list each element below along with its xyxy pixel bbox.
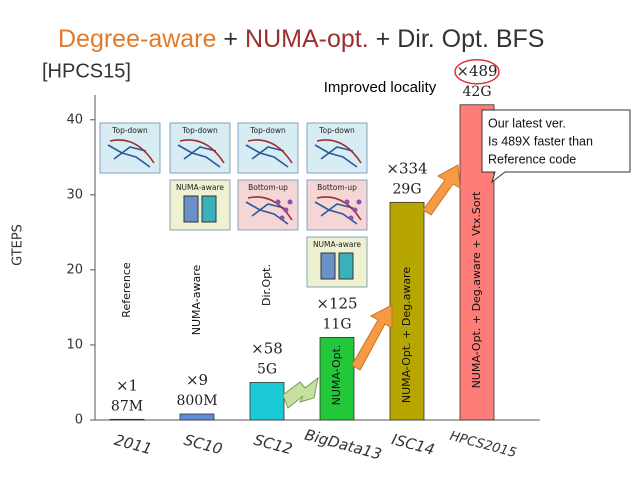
diagram-box bbox=[306, 236, 368, 288]
speedup-label: ×334 bbox=[386, 159, 427, 177]
graph-node bbox=[287, 199, 293, 205]
x-tick-label: HPCS2015 bbox=[448, 429, 518, 461]
speedup-label: ×489 bbox=[456, 62, 497, 80]
graph-arc bbox=[247, 196, 293, 221]
diagram-label: Top-down bbox=[318, 126, 355, 135]
value-label: 800M bbox=[176, 393, 217, 409]
green-arrow bbox=[282, 376, 319, 409]
x-tick-label: SC10 bbox=[182, 431, 224, 459]
callout-text: Reference code bbox=[488, 152, 576, 166]
diagram-box bbox=[169, 122, 231, 174]
title-part: + Dir. Opt. BFS bbox=[376, 25, 545, 53]
numa-node bbox=[320, 252, 336, 280]
bar-label: NUMA-Opt. + Deg.aware + Vtx.Sort bbox=[470, 191, 483, 389]
diagram-label: Top-down bbox=[111, 126, 148, 135]
diagram-label: NUMA-aware bbox=[176, 183, 224, 192]
bar bbox=[319, 337, 355, 421]
x-tick-label: SC12 bbox=[252, 431, 294, 459]
annotation: Improved locality bbox=[324, 79, 437, 96]
y-tick-label: 30 bbox=[66, 187, 83, 202]
graph-node bbox=[352, 207, 358, 213]
graph-arc bbox=[316, 139, 362, 164]
arrows bbox=[282, 164, 461, 409]
y-tick-label: 20 bbox=[66, 262, 83, 277]
diagram-label: Bottom-up bbox=[248, 183, 288, 192]
y-tick-label: 10 bbox=[66, 337, 83, 352]
highlight-circle bbox=[454, 59, 500, 85]
callout-text: Our latest ver. bbox=[488, 116, 566, 130]
bar-label: NUMA-Opt. bbox=[330, 345, 343, 406]
bar-label: Reference bbox=[120, 262, 133, 318]
graph-arc bbox=[316, 196, 362, 221]
value-label: 29G bbox=[393, 181, 422, 197]
graph-node bbox=[283, 207, 289, 213]
title-part: Degree-aware bbox=[58, 25, 216, 53]
graph-arc bbox=[247, 139, 293, 164]
numa-node bbox=[338, 252, 354, 280]
graph-node bbox=[279, 215, 285, 221]
x-tick-label: BigData13 bbox=[303, 426, 384, 464]
title-part: + bbox=[223, 25, 238, 53]
orange-arrow bbox=[351, 304, 393, 371]
graph-edges bbox=[107, 144, 151, 168]
bar bbox=[109, 418, 145, 421]
value-label: 87M bbox=[111, 398, 143, 414]
y-axis-label: GTEPS bbox=[11, 224, 26, 266]
value-label: 11G bbox=[323, 316, 352, 332]
graph-arc bbox=[109, 139, 155, 164]
diagram-label: Top-down bbox=[181, 126, 218, 135]
chart-title: Degree-aware + NUMA-opt. + Dir. Opt. BFS bbox=[58, 25, 544, 53]
bar-label: NUMA-Opt. + Deg.aware bbox=[400, 267, 413, 403]
graph-node bbox=[344, 199, 350, 205]
graph-arc bbox=[179, 139, 225, 164]
speedup-label: ×58 bbox=[251, 339, 283, 357]
graph-node bbox=[356, 199, 362, 205]
subtitle: [HPCS15] bbox=[42, 60, 131, 82]
bar bbox=[179, 413, 215, 421]
bar-label: NUMA-aware bbox=[190, 264, 203, 335]
x-tick-label: 2011 bbox=[112, 431, 154, 458]
value-label: 42G bbox=[463, 84, 492, 100]
graph-edges bbox=[245, 144, 289, 168]
diagram-box bbox=[169, 179, 231, 231]
callout-box bbox=[481, 109, 631, 184]
graph-node bbox=[275, 199, 281, 205]
speedup-label: ×9 bbox=[186, 371, 208, 389]
graph-edges bbox=[177, 144, 221, 168]
numa-node bbox=[201, 195, 217, 223]
speedup-label: ×125 bbox=[316, 294, 357, 312]
speedup-label: ×1 bbox=[116, 376, 138, 394]
title-part: NUMA-opt. bbox=[245, 25, 369, 53]
diagram-label: Bottom-up bbox=[317, 183, 357, 192]
diagram-label: Top-down bbox=[249, 126, 286, 135]
bar bbox=[249, 382, 285, 421]
callout-text: Is 489X faster than bbox=[488, 134, 593, 148]
bar bbox=[389, 201, 425, 421]
graph-node bbox=[348, 215, 354, 221]
diagram-box bbox=[99, 122, 161, 174]
bar-label: Dir.Opt. bbox=[260, 264, 273, 306]
diagram-label: NUMA-aware bbox=[313, 240, 361, 249]
orange-arrow bbox=[422, 164, 461, 216]
value-label: 5G bbox=[257, 361, 277, 377]
y-tick-label: 0 bbox=[75, 413, 83, 428]
x-tick-label: ISC14 bbox=[390, 430, 437, 459]
y-tick-label: 40 bbox=[66, 112, 83, 127]
numa-node bbox=[183, 195, 199, 223]
graph-edges bbox=[314, 144, 358, 168]
